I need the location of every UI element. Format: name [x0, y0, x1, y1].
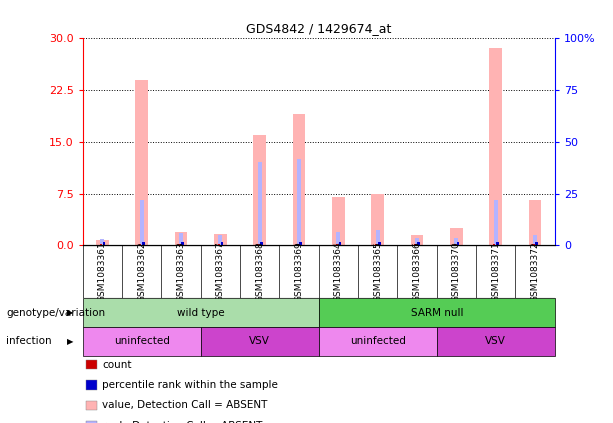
Bar [533, 235, 537, 245]
Text: SARM null: SARM null [411, 308, 463, 318]
Text: genotype/variation: genotype/variation [6, 308, 105, 318]
Bar [376, 230, 379, 245]
Bar [260, 242, 262, 245]
Text: ▶: ▶ [67, 337, 74, 346]
Text: uninfected: uninfected [350, 336, 406, 346]
Bar [529, 201, 541, 245]
Bar [178, 244, 181, 245]
Text: GSM1083368: GSM1083368 [255, 242, 264, 302]
Text: infection: infection [6, 336, 51, 346]
Bar [101, 239, 104, 245]
Bar [454, 244, 456, 245]
Text: GSM1083362: GSM1083362 [137, 242, 147, 302]
Bar [371, 194, 384, 245]
Text: GSM1083364: GSM1083364 [334, 242, 343, 302]
Text: percentile rank within the sample: percentile rank within the sample [102, 380, 278, 390]
Text: wild type: wild type [177, 308, 224, 318]
Bar [142, 242, 145, 245]
Bar [536, 242, 538, 245]
Text: GSM1083366: GSM1083366 [413, 242, 422, 302]
Bar [332, 197, 345, 245]
Bar [135, 80, 148, 245]
Text: VSV: VSV [485, 336, 506, 346]
Text: GSM1083365: GSM1083365 [373, 242, 383, 302]
Bar [181, 242, 184, 245]
Bar [218, 244, 220, 245]
Bar [532, 244, 535, 245]
Bar [336, 244, 338, 245]
Text: VSV: VSV [249, 336, 270, 346]
Text: GSM1083367: GSM1083367 [216, 242, 225, 302]
Bar [296, 244, 299, 245]
Bar [293, 114, 305, 245]
Text: count: count [102, 360, 132, 370]
Text: GSM1083361: GSM1083361 [98, 242, 107, 302]
Bar [257, 244, 259, 245]
Bar [175, 231, 188, 245]
Bar [411, 235, 424, 245]
Text: ▶: ▶ [67, 308, 74, 317]
Bar [300, 242, 302, 245]
Text: GSM1083369: GSM1083369 [295, 242, 303, 302]
Bar [496, 242, 498, 245]
Bar [139, 244, 142, 245]
Text: GSM1083370: GSM1083370 [452, 242, 461, 302]
Bar [179, 233, 183, 245]
Bar [494, 201, 498, 245]
Bar [214, 234, 227, 245]
Bar [258, 162, 262, 245]
Title: GDS4842 / 1429674_at: GDS4842 / 1429674_at [246, 22, 392, 36]
Bar [253, 135, 266, 245]
Text: GSM1083371: GSM1083371 [491, 242, 500, 302]
Bar [378, 242, 381, 245]
Bar [457, 242, 459, 245]
Bar [450, 228, 463, 245]
Bar [489, 49, 502, 245]
Bar [221, 242, 223, 245]
Bar [414, 244, 417, 245]
Bar [103, 242, 105, 245]
Bar [337, 231, 340, 245]
Bar [218, 235, 223, 245]
Text: rank, Detection Call = ABSENT: rank, Detection Call = ABSENT [102, 420, 263, 423]
Bar [140, 201, 143, 245]
Text: GSM1083372: GSM1083372 [531, 242, 539, 302]
Bar [339, 242, 341, 245]
Bar [375, 244, 378, 245]
Bar [96, 240, 109, 245]
Text: GSM1083363: GSM1083363 [177, 242, 186, 302]
Bar [100, 244, 102, 245]
Text: uninfected: uninfected [114, 336, 170, 346]
Bar [493, 244, 495, 245]
Bar [415, 239, 419, 245]
Text: value, Detection Call = ABSENT: value, Detection Call = ABSENT [102, 400, 268, 410]
Bar [417, 242, 420, 245]
Bar [454, 239, 459, 245]
Bar [297, 159, 301, 245]
